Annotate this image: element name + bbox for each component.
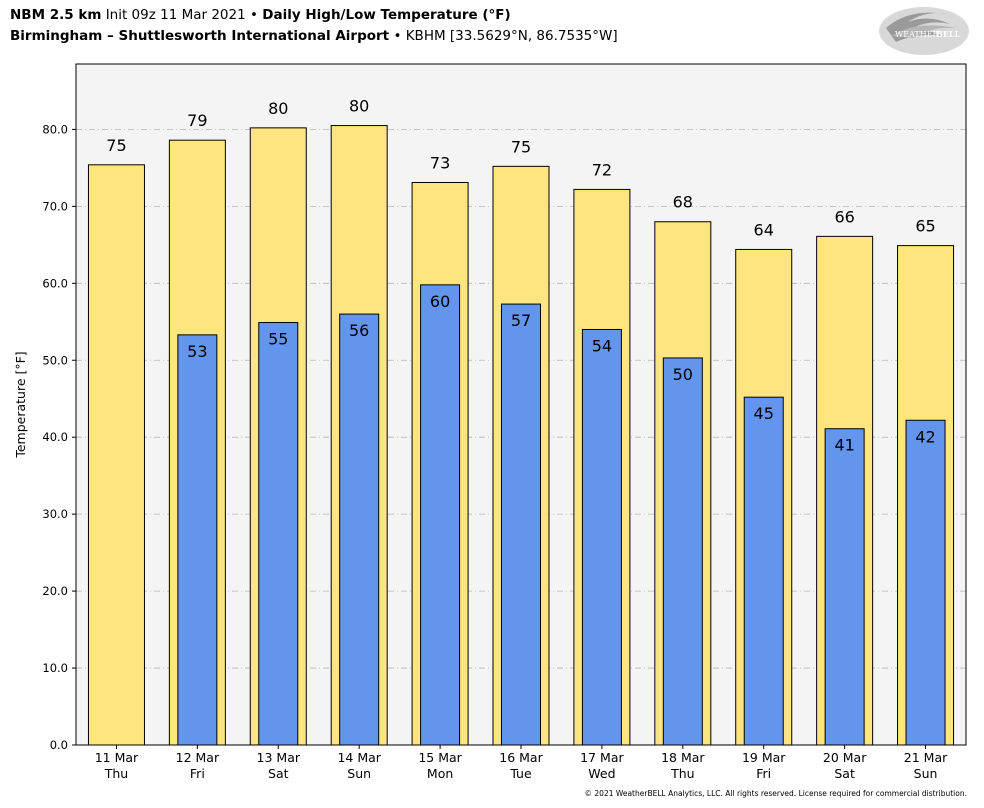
y-tick-label: 20.0	[42, 584, 68, 598]
x-tick-label-date: 19 Mar	[742, 750, 786, 765]
x-tick-label-day: Tue	[509, 766, 532, 781]
x-tick-label-date: 21 Mar	[904, 750, 948, 765]
high-temp-bar	[87, 164, 145, 746]
chart-subtitle: Birmingham – Shuttlesworth International…	[10, 27, 618, 45]
x-tick-label-day: Mon	[427, 766, 453, 781]
copyright-notice: © 2021 WeatherBELL Analytics, LLC. All r…	[584, 789, 967, 798]
high-temp-label: 66	[834, 207, 854, 226]
low-temp-bar	[177, 334, 218, 746]
x-tick-label-date: 20 Mar	[823, 750, 867, 765]
weatherbell-logo: WEATHER BELL	[879, 7, 969, 55]
x-tick-label-date: 17 Mar	[580, 750, 624, 765]
low-temp-label: 50	[673, 365, 693, 384]
y-tick-label: 30.0	[42, 507, 68, 521]
logo-text-bold: BELL	[936, 29, 960, 39]
high-temp-label: 65	[915, 217, 935, 236]
x-tick-label-day: Wed	[588, 766, 615, 781]
low-temp-label: 54	[592, 336, 612, 355]
station-coords: KBHM [33.5629°N, 86.7535°W]	[405, 28, 618, 44]
x-tick-label-day: Thu	[104, 766, 128, 781]
high-temp-label: 79	[187, 111, 207, 130]
high-temp-label: 64	[754, 220, 774, 239]
plot-frame	[75, 63, 967, 746]
low-temp-bar	[420, 284, 461, 746]
x-tick-label-date: 18 Mar	[661, 750, 705, 765]
y-tick-label: 50.0	[42, 353, 68, 367]
low-temp-label: 41	[834, 436, 854, 455]
x-tick-label-day: Sun	[914, 766, 938, 781]
chart-title: NBM 2.5 km Init 09z 11 Mar 2021 • Daily …	[10, 6, 511, 24]
low-temp-label: 45	[754, 404, 774, 423]
x-tick-label-date: 15 Mar	[418, 750, 462, 765]
x-tick-label-day: Sat	[834, 766, 855, 781]
high-temp-label: 75	[511, 137, 531, 156]
low-temp-bar	[581, 328, 622, 746]
high-temp-label: 68	[673, 193, 693, 212]
y-axis-label: Temperature [°F]	[13, 351, 28, 458]
y-tick-label: 60.0	[42, 276, 68, 290]
high-temp-label: 75	[106, 136, 126, 155]
low-temp-bar	[743, 396, 784, 746]
low-temp-bar	[339, 313, 380, 746]
high-temp-label: 72	[592, 160, 612, 179]
x-tick-label-day: Sat	[268, 766, 289, 781]
logo-text-main: WEATHER	[895, 30, 940, 39]
high-temp-label: 80	[268, 99, 288, 118]
x-tick-label-day: Fri	[756, 766, 771, 781]
high-temp-label: 73	[430, 154, 450, 173]
x-tick-label-date: 13 Mar	[257, 750, 301, 765]
y-tick-label: 70.0	[42, 199, 68, 213]
low-temp-bar	[905, 419, 946, 746]
title-separator: •	[250, 7, 258, 23]
low-temp-label: 42	[915, 427, 935, 446]
station-name: Birmingham – Shuttlesworth International…	[10, 28, 390, 44]
init-time: Init 09z 11 Mar 2021	[105, 7, 246, 23]
low-temp-label: 56	[349, 321, 369, 340]
subtitle-separator: •	[393, 28, 402, 44]
x-tick-label-date: 14 Mar	[337, 750, 381, 765]
x-tick-label-date: 11 Mar	[95, 750, 139, 765]
low-temp-label: 60	[430, 292, 450, 311]
y-tick-label: 10.0	[42, 661, 68, 675]
x-tick-label-day: Sun	[347, 766, 371, 781]
product-name: Daily High/Low Temperature (°F)	[262, 7, 511, 23]
low-temp-label: 55	[268, 330, 288, 349]
x-tick-label-date: 12 Mar	[176, 750, 220, 765]
low-temp-bar	[824, 428, 865, 746]
low-temp-bars	[177, 284, 946, 746]
low-temp-label: 57	[511, 311, 531, 330]
high-temp-label: 80	[349, 97, 369, 116]
low-temp-label: 53	[187, 342, 207, 361]
y-tick-label: 80.0	[42, 122, 68, 136]
y-tick-label: 40.0	[42, 430, 68, 444]
x-tick-label-date: 16 Mar	[499, 750, 543, 765]
x-tick-label-day: Thu	[670, 766, 694, 781]
x-tick-label-day: Fri	[190, 766, 205, 781]
low-temp-bar	[501, 303, 541, 746]
low-temp-bar	[258, 322, 299, 746]
data-labels: 75 79 53 80 55 80 56 73 60 75 57 72 54 68 50 64 45 66 41 65…	[106, 97, 935, 455]
y-axis: 0.0 10.0 20.0 30.0 40.0 50.0 60.0 70.0 80.0	[42, 122, 76, 752]
low-temp-bar	[662, 357, 703, 746]
model-name: NBM 2.5 km	[10, 7, 102, 23]
y-tick-label: 0.0	[50, 738, 68, 752]
